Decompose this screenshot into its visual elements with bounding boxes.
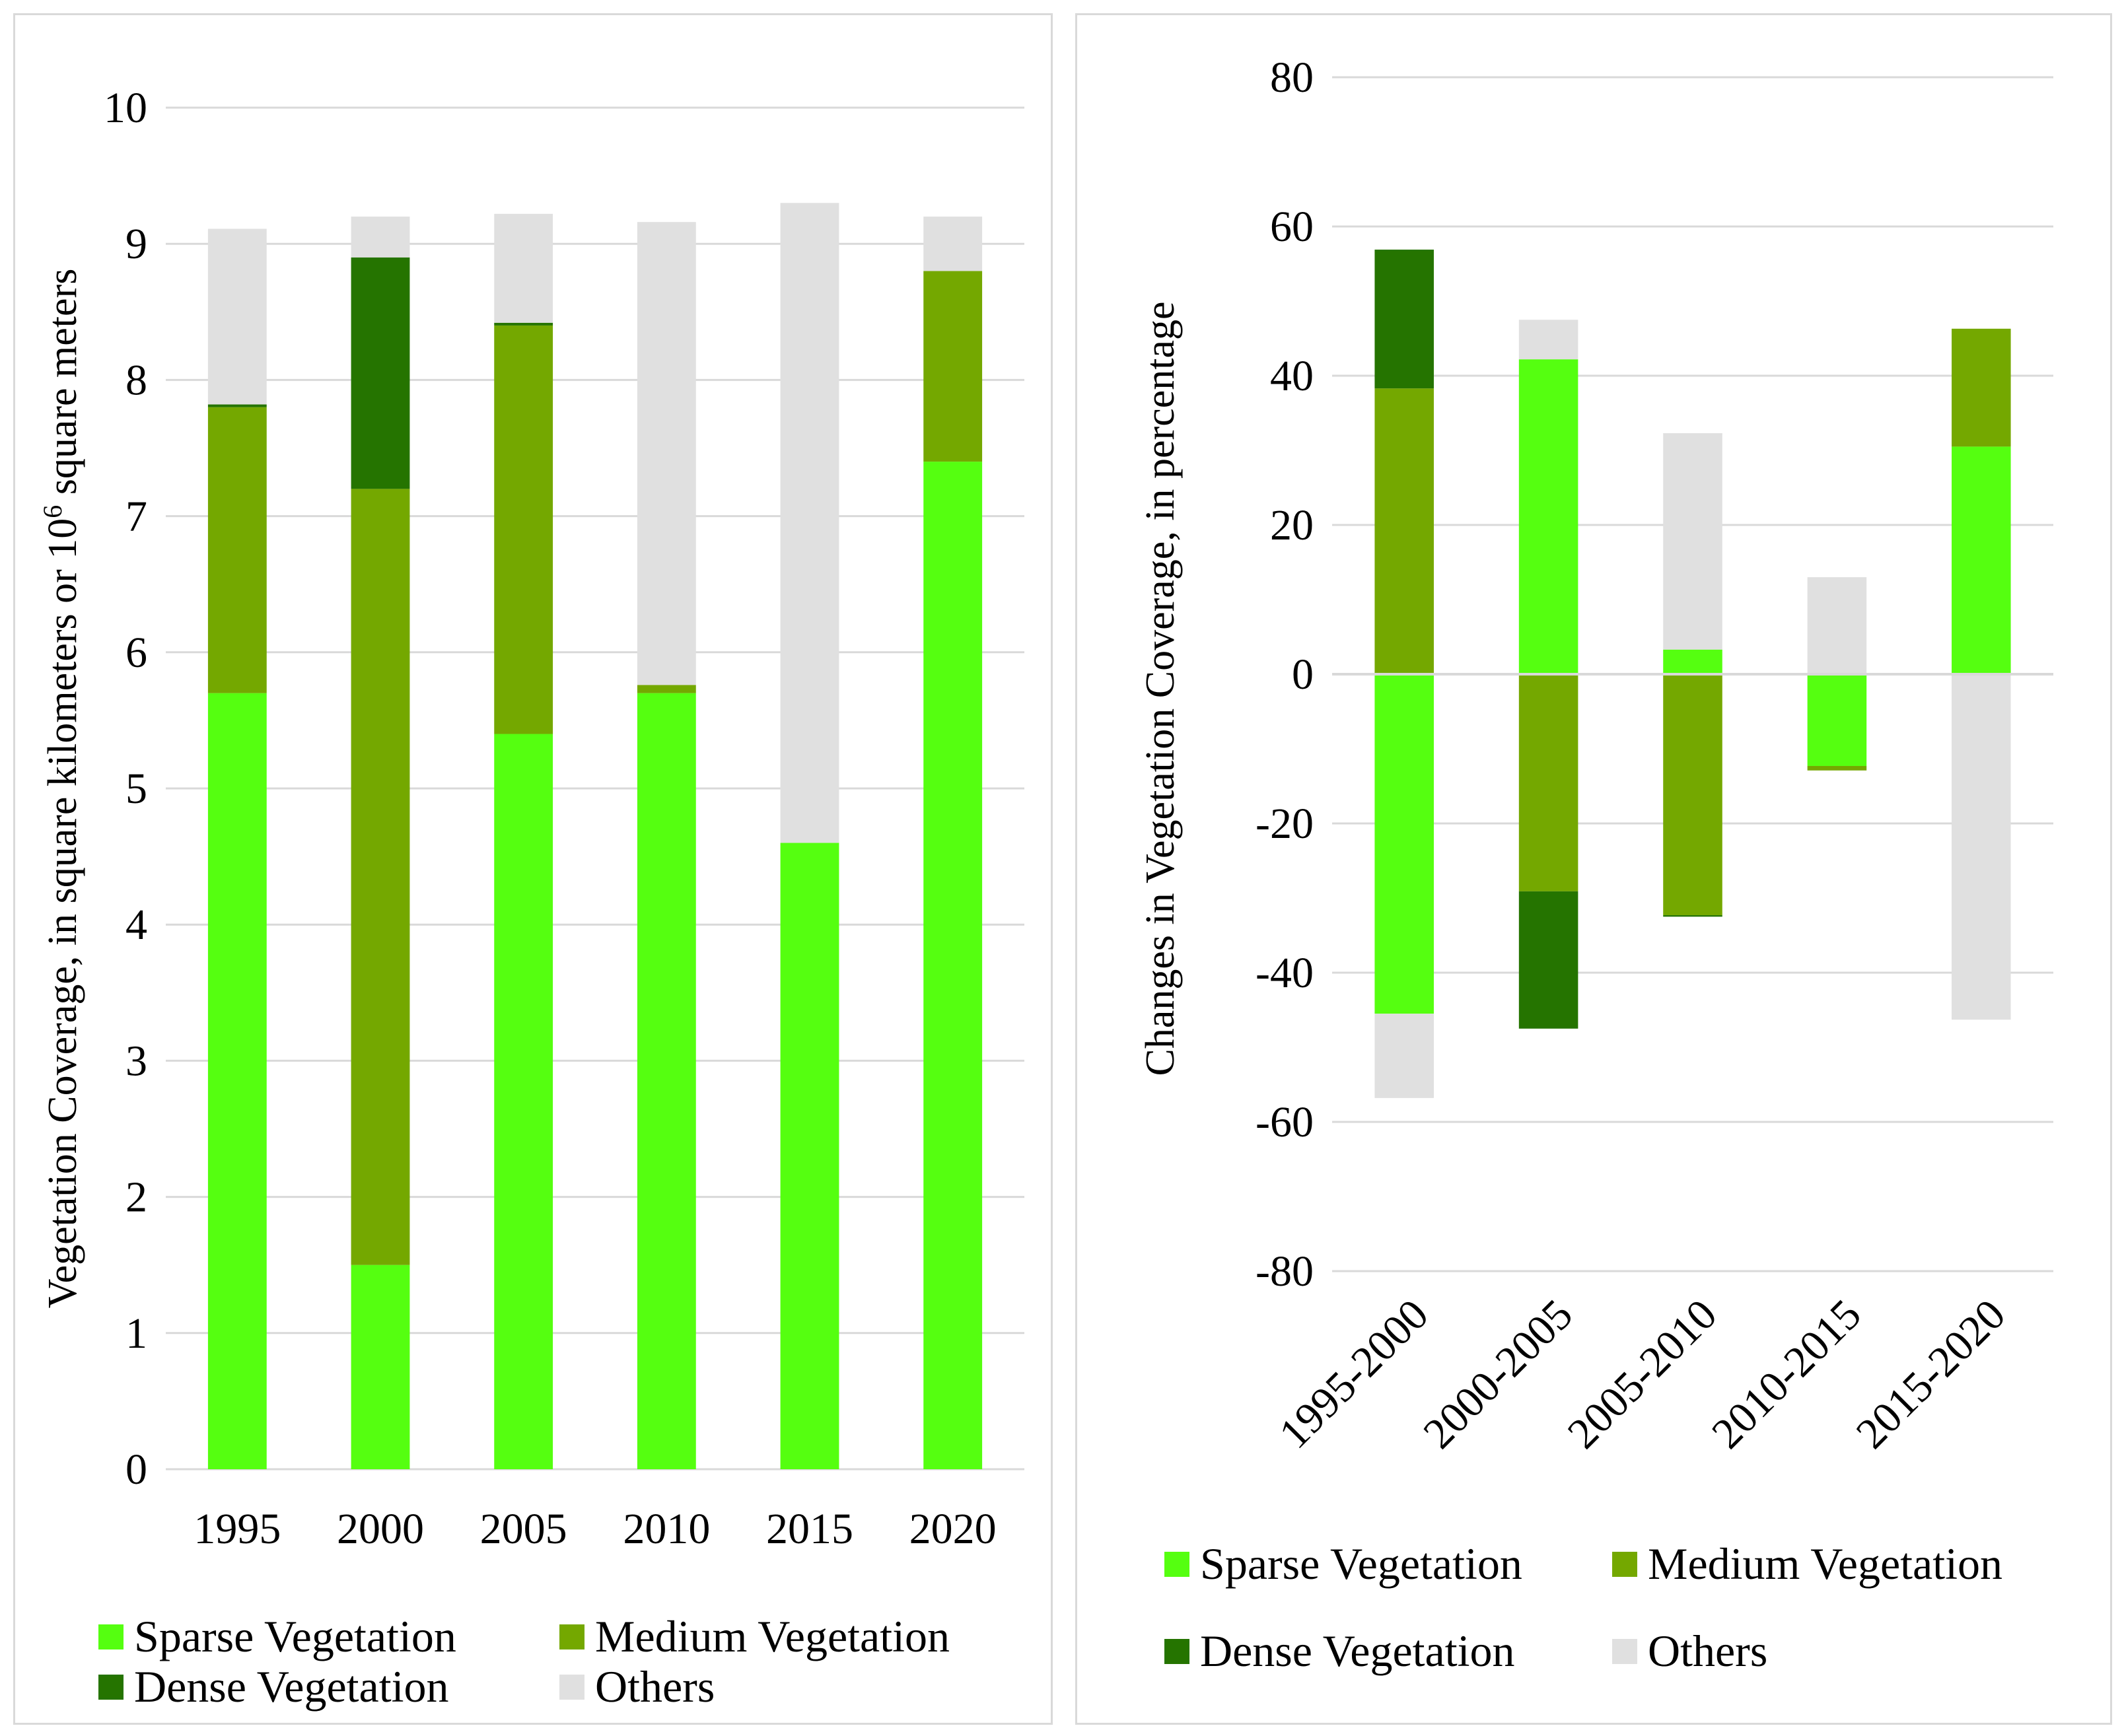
legend-label-dense: Dense Vegetation: [1200, 1626, 1515, 1676]
bar-segment-others: [351, 216, 410, 258]
bar-segment-others: [207, 228, 267, 405]
y-tick-label: 3: [125, 1037, 147, 1085]
bar-segment-sparse: [1518, 359, 1578, 674]
bar-segment-others: [1807, 577, 1867, 674]
bar-segment-medium: [1807, 765, 1867, 771]
y-tick-label: 0: [125, 1445, 147, 1494]
legend-swatch-medium: [559, 1624, 584, 1649]
bar-segment-medium: [1663, 674, 1722, 915]
legend-label-sparse: Sparse Vegetation: [1200, 1539, 1522, 1589]
y-tick-label: 20: [1270, 501, 1314, 549]
legend-item-others: Others: [559, 1661, 715, 1713]
y-tick-label: 5: [125, 765, 147, 813]
bar-segment-sparse: [923, 462, 983, 1469]
legend-label-others: Others: [1648, 1626, 1768, 1676]
y-tick-label: -60: [1256, 1098, 1314, 1146]
bar-segment-sparse: [1374, 674, 1434, 1014]
bar-segment-sparse: [637, 693, 696, 1469]
legend-label-others: Others: [595, 1661, 715, 1712]
legend-swatch-dense: [1164, 1638, 1189, 1664]
x-tick-label: 2005-2010: [1559, 1290, 1726, 1458]
x-tick-label: 2020: [909, 1505, 997, 1553]
y-tick-label: 6: [125, 629, 147, 677]
bar-segment-others: [1663, 433, 1722, 650]
y-axis-title: Changes in Vegetation Coverage, in perce…: [1138, 301, 1183, 1076]
y-tick-label: 2: [125, 1173, 147, 1222]
x-tick-label: 2015: [766, 1505, 853, 1553]
y-tick-label: -40: [1256, 949, 1314, 997]
legend-item-others: Others: [1612, 1625, 1767, 1677]
bar-segment-medium: [1952, 328, 2011, 447]
bar-segment-medium: [351, 489, 410, 1265]
y-tick-label: 10: [104, 84, 147, 132]
bar-segment-sparse: [494, 734, 553, 1469]
bar-segment-medium: [494, 325, 553, 734]
bar-segment-others: [1518, 320, 1578, 360]
bar-segment-dense: [1663, 915, 1722, 917]
legend-label-medium: Medium Vegetation: [1648, 1539, 2002, 1589]
bar-segment-dense: [494, 322, 553, 326]
bar-segment-dense: [1374, 250, 1434, 389]
bar-segment-medium: [1374, 388, 1434, 674]
legend-item-medium: Medium Vegetation: [1612, 1538, 2002, 1590]
changes-chart: -80-60-40-200204060801995-20002000-20052…: [1138, 53, 2053, 1458]
legend-label-dense: Dense Vegetation: [134, 1661, 449, 1712]
y-tick-label: 40: [1270, 352, 1314, 400]
x-tick-label: 2015-2020: [1847, 1290, 2015, 1458]
legend-label-medium: Medium Vegetation: [595, 1611, 950, 1661]
bar-segment-others: [494, 213, 553, 323]
bar-segment-dense: [351, 257, 410, 489]
x-tick-label: 2005: [480, 1505, 567, 1553]
y-tick-label: 1: [125, 1309, 147, 1358]
y-tick-label: 9: [125, 220, 147, 268]
legend-swatch-sparse: [1164, 1551, 1189, 1577]
y-tick-label: -20: [1256, 800, 1314, 848]
x-tick-label: 2010-2015: [1703, 1290, 1870, 1458]
chart-panel-coverage: 0 1 2 3 4 5 6 7 8 9 10 1995 2000 2005 2010 2015 2020 Vege…: [13, 13, 1053, 1725]
bar-segment-sparse: [780, 843, 839, 1469]
legend-item-dense: Dense Vegetation: [1164, 1625, 1515, 1677]
bar-segment-sparse: [207, 693, 267, 1469]
legend-label-sparse: Sparse Vegetation: [134, 1611, 456, 1661]
legend-swatch-dense: [98, 1674, 124, 1700]
bar-segment-sparse: [351, 1265, 410, 1469]
x-tick-label: 1995: [194, 1505, 281, 1553]
x-tick-label: 2000-2005: [1414, 1290, 1582, 1458]
bar-segment-medium: [637, 685, 696, 693]
bar-segment-others: [780, 203, 839, 843]
y-tick-label: 4: [125, 901, 147, 949]
legend-swatch-others: [559, 1674, 584, 1700]
y-tick-label: 80: [1270, 53, 1314, 102]
bar-segment-others: [637, 222, 696, 685]
bar-segment-medium: [1518, 674, 1578, 891]
x-tick-label: 1995-2000: [1270, 1290, 1438, 1458]
legend-item-sparse: Sparse Vegetation: [98, 1611, 456, 1663]
bar-segment-others: [923, 216, 983, 271]
y-axis-title: Vegetation Coverage, in square kilometer…: [38, 269, 86, 1309]
legend-item-sparse: Sparse Vegetation: [1164, 1538, 1522, 1590]
y-tick-label: 7: [125, 493, 147, 541]
y-tick-label: 0: [1292, 650, 1314, 699]
legend-swatch-sparse: [98, 1624, 124, 1649]
legend-swatch-others: [1612, 1638, 1637, 1664]
chart-panel-changes: -80 -60 -40 -20 0 20 40 60 80 1995-2000 2000-2005 2…: [1075, 13, 2112, 1725]
legend-item-medium: Medium Vegetation: [559, 1611, 950, 1663]
legend-swatch-medium: [1612, 1551, 1637, 1577]
bar-segment-sparse: [1807, 674, 1867, 766]
y-tick-label: 8: [125, 356, 147, 404]
y-tick-label: 60: [1270, 203, 1314, 251]
bar-segment-medium: [923, 271, 983, 462]
bar-segment-others: [1374, 1014, 1434, 1098]
y-tick-label: -80: [1256, 1247, 1314, 1296]
x-tick-label: 2010: [623, 1505, 710, 1553]
bar-segment-others: [1952, 674, 2011, 1020]
bar-segment-sparse: [1952, 446, 2011, 674]
legend-item-dense: Dense Vegetation: [98, 1661, 449, 1713]
bar-segment-dense: [207, 404, 267, 407]
bar-segment-dense: [1518, 891, 1578, 1029]
bar-segment-sparse: [1663, 649, 1722, 674]
bar-segment-medium: [207, 407, 267, 693]
x-tick-label: 2000: [337, 1505, 424, 1553]
coverage-chart: 0 1 2 3 4 5 6 7 8 9 10 1995 2000 2005 2010 2015 2020 Vege…: [38, 84, 1024, 1553]
